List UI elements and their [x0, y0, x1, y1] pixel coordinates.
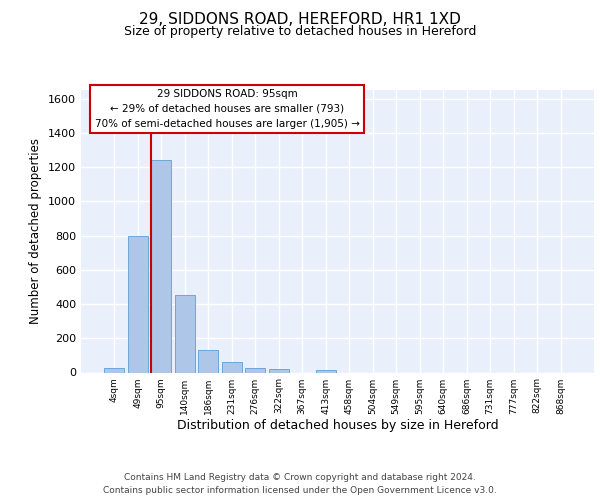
Bar: [198, 350, 218, 372]
Text: 29, SIDDONS ROAD, HEREFORD, HR1 1XD: 29, SIDDONS ROAD, HEREFORD, HR1 1XD: [139, 12, 461, 28]
Bar: [222, 362, 242, 372]
Bar: [151, 160, 171, 372]
Bar: [269, 370, 289, 372]
Bar: [128, 236, 148, 372]
Bar: [175, 296, 195, 372]
Bar: [245, 368, 265, 372]
Text: Size of property relative to detached houses in Hereford: Size of property relative to detached ho…: [124, 25, 476, 38]
Y-axis label: Number of detached properties: Number of detached properties: [29, 138, 43, 324]
Bar: [104, 368, 124, 372]
Bar: [316, 370, 336, 372]
Text: 29 SIDDONS ROAD: 95sqm
← 29% of detached houses are smaller (793)
70% of semi-de: 29 SIDDONS ROAD: 95sqm ← 29% of detached…: [95, 89, 359, 128]
Text: Contains HM Land Registry data © Crown copyright and database right 2024.
Contai: Contains HM Land Registry data © Crown c…: [103, 474, 497, 495]
X-axis label: Distribution of detached houses by size in Hereford: Distribution of detached houses by size …: [176, 420, 499, 432]
